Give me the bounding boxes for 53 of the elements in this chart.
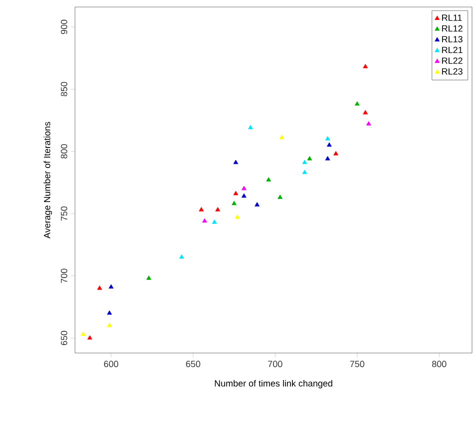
x-tick-label: 650 [186, 360, 200, 368]
point [232, 200, 237, 206]
point [354, 101, 360, 106]
point [302, 170, 308, 174]
point [326, 142, 332, 147]
point [97, 285, 102, 290]
point [248, 124, 253, 130]
point [179, 254, 184, 259]
point [278, 194, 283, 199]
point [333, 151, 338, 156]
point [107, 310, 112, 315]
point [198, 207, 204, 212]
y-tick-label: 800 [60, 144, 68, 158]
legend-label: RL23 [442, 68, 462, 75]
point [279, 134, 284, 140]
point [107, 322, 112, 328]
point [254, 202, 260, 206]
x-tick-label: 600 [104, 360, 118, 368]
point [233, 190, 238, 196]
point [80, 332, 86, 336]
x-tick-label: 800 [432, 360, 446, 368]
y-tick-label: 900 [60, 20, 68, 34]
point [307, 156, 312, 160]
legend-label: RL11 [442, 14, 462, 21]
point [325, 156, 330, 160]
point [366, 121, 372, 126]
point [302, 160, 308, 164]
x-tick-label: 700 [268, 360, 282, 368]
legend-label: RL22 [442, 58, 462, 64]
y-tick-label: 700 [60, 268, 68, 283]
point [242, 186, 246, 190]
legend-label: RL13 [442, 36, 462, 42]
point [212, 220, 217, 224]
y-axis-title: Average Number of Iterations [44, 122, 52, 238]
x-axis-title: Number of times link changed [214, 380, 332, 388]
point [234, 214, 240, 219]
point [87, 335, 92, 340]
point [362, 64, 368, 68]
legend-label: RL21 [442, 46, 462, 54]
y-tick-label: 650 [60, 330, 68, 346]
point [215, 207, 220, 212]
point [146, 276, 152, 280]
point [233, 160, 238, 164]
point [108, 284, 114, 289]
y-tick-label: 750 [60, 206, 68, 221]
x-tick-label: 750 [350, 360, 364, 368]
point [266, 177, 272, 182]
legend-label: RL12 [442, 25, 462, 32]
y-tick-label: 850 [60, 82, 68, 96]
point [242, 193, 246, 198]
point [362, 110, 368, 114]
point [325, 136, 330, 140]
point [202, 218, 208, 223]
